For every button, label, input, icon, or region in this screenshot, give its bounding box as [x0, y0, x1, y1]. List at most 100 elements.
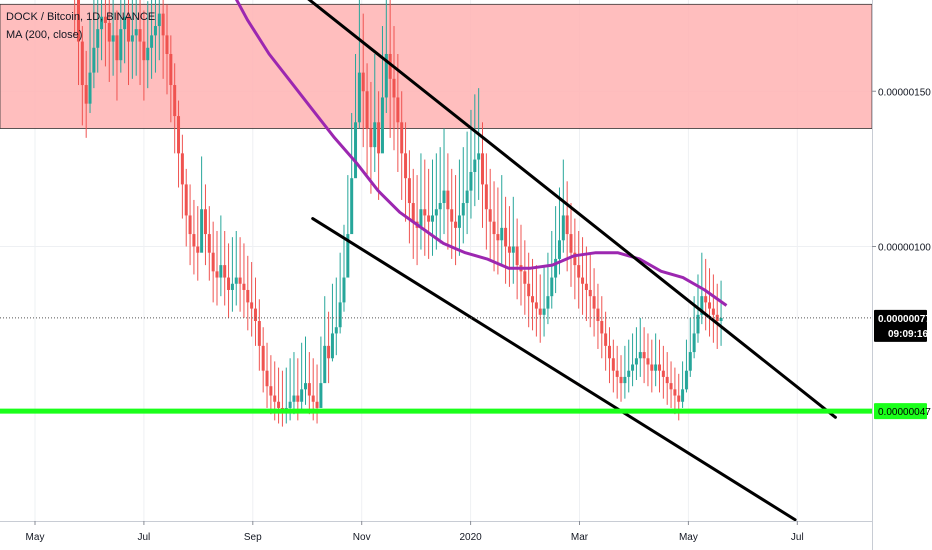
candle-body — [188, 215, 192, 235]
candle-body — [357, 72, 361, 123]
candle-body — [669, 383, 673, 390]
candle-body — [100, 16, 104, 30]
candle-body — [419, 209, 423, 228]
candle-body — [638, 352, 642, 359]
x-tick-label: 2020 — [459, 532, 482, 543]
candle-body — [588, 289, 592, 297]
candle-body — [534, 302, 538, 309]
candle-body — [123, 16, 127, 30]
candle-body — [292, 395, 296, 402]
candle-body — [265, 370, 269, 387]
candle-body — [546, 296, 550, 309]
x-tick-label: May — [679, 532, 698, 543]
x-tick-label: Mar — [571, 532, 589, 543]
candle-body — [184, 184, 188, 216]
candle-body — [596, 308, 600, 322]
candle-body — [423, 209, 427, 216]
candle-body — [450, 209, 454, 222]
candle-body — [504, 227, 508, 247]
candle-body — [688, 352, 692, 371]
candle-body — [654, 364, 658, 371]
last-price-label: 0.00000077 — [878, 314, 931, 325]
candle-body — [496, 234, 500, 241]
candle-body — [319, 383, 323, 408]
candle-body — [253, 308, 257, 322]
candle-body — [219, 265, 223, 278]
candle-body — [400, 122, 404, 154]
candle-body — [196, 246, 200, 253]
x-tick-label: Sep — [244, 532, 262, 543]
support-price-label: 0.00000047 — [878, 407, 931, 418]
upper-trend-line — [307, 0, 837, 419]
candle-body — [446, 190, 450, 210]
candle-body — [565, 215, 569, 235]
candle-body — [307, 383, 311, 396]
candle-body — [384, 53, 388, 98]
candle-body — [115, 35, 119, 61]
candle-body — [434, 209, 438, 216]
ma-200-line — [234, 0, 728, 307]
candle-body — [469, 171, 473, 191]
candle-body — [696, 314, 700, 334]
candle-body — [500, 227, 504, 241]
candle-body — [515, 246, 519, 266]
candle-body — [346, 234, 350, 278]
y-tick-label: 0.00000100 — [878, 243, 931, 254]
candle-body — [584, 283, 588, 290]
candle-body — [165, 35, 169, 54]
candle-body — [492, 221, 496, 235]
candle-body — [153, 26, 157, 36]
candle-body — [127, 16, 131, 42]
candle-body — [203, 209, 207, 235]
candle-body — [627, 370, 631, 377]
candle-body — [611, 358, 615, 371]
candle-body — [334, 327, 338, 334]
candle-body — [411, 203, 415, 222]
candle-body — [103, 16, 107, 23]
data-layer — [0, 0, 872, 522]
candle-body — [80, 41, 84, 86]
candle-body — [84, 85, 88, 104]
bar-countdown-label: 09:09:16 — [888, 329, 928, 340]
candle-body — [677, 395, 681, 402]
candle-body — [288, 401, 292, 408]
candle-body — [430, 215, 434, 222]
candle-body — [615, 370, 619, 377]
candle-body — [554, 258, 558, 278]
candle-body — [269, 386, 273, 396]
candle-body — [92, 47, 96, 73]
candle-body — [573, 252, 577, 266]
lower-trend-line — [311, 217, 797, 522]
candle-body — [577, 265, 581, 278]
candle-body — [242, 283, 246, 290]
candle-body — [473, 159, 477, 172]
candle-body — [169, 53, 173, 86]
candle-body — [377, 122, 381, 154]
candle-body — [700, 296, 704, 315]
candle-body — [315, 401, 319, 408]
candle-body — [207, 234, 211, 253]
candle-body — [323, 345, 327, 384]
grid-layer — [0, 0, 873, 521]
indicator-label: MA (200, close) — [6, 29, 83, 41]
x-tick-label: Jul — [791, 532, 804, 543]
candle-body — [550, 277, 554, 297]
candle-body — [569, 234, 573, 253]
candle-body — [330, 333, 334, 359]
symbol-title: DOCK / Bitcoin, 1D, BINANCE — [6, 11, 156, 23]
candle-body — [304, 383, 308, 390]
candle-body — [342, 277, 346, 303]
candle-body — [138, 29, 142, 42]
candle-body — [150, 35, 154, 48]
candle-body — [234, 277, 238, 284]
y-tick-label: 0.00000150 — [878, 87, 931, 98]
candle-body — [311, 395, 315, 402]
candle-body — [338, 302, 342, 328]
candle-body — [404, 153, 408, 179]
candle-body — [661, 370, 665, 377]
candle-body — [561, 215, 565, 241]
candle-body — [454, 221, 458, 228]
candle-body — [619, 376, 623, 384]
candle-body — [96, 29, 100, 48]
